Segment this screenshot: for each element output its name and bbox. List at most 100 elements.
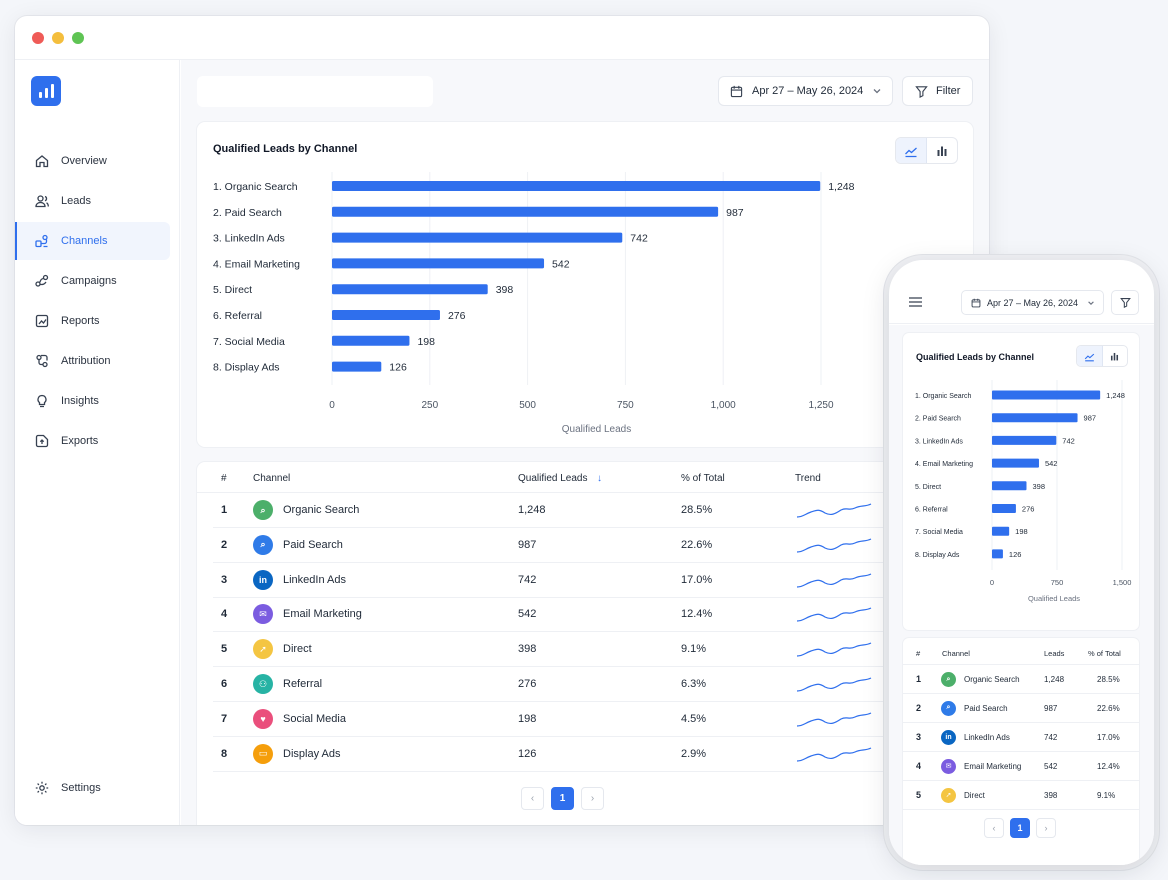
- bar-value-label: 198: [1015, 527, 1028, 536]
- pct-cell: 2.9%: [681, 747, 707, 760]
- page-1-button[interactable]: 1: [551, 787, 574, 810]
- chart-type-toggle: [895, 137, 958, 164]
- bar[interactable]: [332, 361, 382, 372]
- sidebar-item-insights[interactable]: Insights: [15, 382, 170, 420]
- bar[interactable]: [332, 181, 821, 191]
- line-chart-toggle[interactable]: [896, 138, 927, 163]
- bar[interactable]: [332, 335, 410, 346]
- bar[interactable]: [332, 310, 440, 320]
- main-content: Apr 27 – May 26, 2024 Filter Qualified L…: [181, 60, 989, 825]
- x-tick-label: 750: [617, 400, 634, 411]
- app-logo-icon[interactable]: [31, 76, 61, 106]
- channel-cell: Organic Search: [964, 675, 1020, 684]
- maximize-window-button[interactable]: [72, 32, 84, 44]
- linkedin-icon: in: [253, 569, 273, 590]
- mobile-date-range-picker[interactable]: Apr 27 – May 26, 2024: [961, 290, 1104, 315]
- rank-cell: 2: [916, 702, 922, 713]
- search-input[interactable]: [197, 76, 433, 107]
- bar[interactable]: [992, 435, 1057, 445]
- category-label: 1. Organic Search: [213, 181, 298, 193]
- minimize-window-button[interactable]: [52, 32, 64, 44]
- sidebar-item-channels[interactable]: Channels: [15, 222, 170, 260]
- sidebar-item-campaigns[interactable]: Campaigns: [15, 262, 170, 300]
- filter-label: Filter: [936, 85, 961, 97]
- table-row[interactable]: 8 ▭ Display Ads 126 2.9%: [213, 737, 973, 772]
- channels-table: # Channel Qualified Leads ↓ % of Total T…: [197, 462, 973, 825]
- col-leads[interactable]: Leads: [1044, 649, 1065, 658]
- leads-cell: 1,248: [518, 504, 546, 516]
- calendar-icon: [971, 298, 981, 307]
- hamburger-menu-icon[interactable]: [909, 297, 922, 307]
- sidebar-item-attribution[interactable]: Attribution: [15, 342, 170, 380]
- category-label: 4. Email Marketing: [213, 258, 300, 270]
- sidebar-item-leads[interactable]: Leads: [15, 182, 170, 220]
- category-label: 3. LinkedIn Ads: [915, 438, 963, 445]
- next-page-button[interactable]: ›: [1036, 818, 1056, 838]
- x-tick-label: 1,250: [808, 400, 833, 411]
- bar-value-label: 542: [1045, 459, 1058, 468]
- table-row[interactable]: 7 ♥ Social Media 198 4.5%: [213, 702, 973, 737]
- prev-page-button[interactable]: ‹: [984, 818, 1004, 838]
- sidebar-item-settings[interactable]: Settings: [15, 769, 170, 807]
- page-1-button[interactable]: 1: [1010, 818, 1030, 838]
- col-pct-total[interactable]: % of Total: [681, 473, 725, 484]
- sort-desc-icon[interactable]: ↓: [597, 473, 602, 484]
- table-row[interactable]: 2 ⌕ Paid Search 987 22.6%: [213, 528, 973, 563]
- bar[interactable]: [992, 390, 1101, 400]
- mobile-table-header: # Channel Leads % of Total: [903, 638, 1139, 665]
- table-row[interactable]: 3 in LinkedIn Ads 742 17.0%: [903, 723, 1139, 752]
- bar-chart-toggle[interactable]: [927, 138, 957, 163]
- bar[interactable]: [992, 504, 1016, 513]
- next-page-button[interactable]: ›: [581, 787, 604, 810]
- bar[interactable]: [992, 549, 1003, 559]
- table-row[interactable]: 1 ⌕ Organic Search 1,248 28.5%: [213, 493, 973, 528]
- bar-chart-toggle[interactable]: [1103, 346, 1128, 366]
- date-range-picker[interactable]: Apr 27 – May 26, 2024: [718, 76, 893, 106]
- bar[interactable]: [992, 481, 1027, 491]
- bar-value-label: 542: [552, 258, 570, 270]
- sidebar-item-exports[interactable]: Exports: [15, 422, 170, 460]
- x-tick-label: 1,000: [711, 400, 736, 411]
- table-row[interactable]: 6 ⚇ Referral 276 6.3%: [213, 667, 973, 702]
- table-row[interactable]: 3 in LinkedIn Ads 742 17.0%: [213, 563, 973, 598]
- sidebar-item-label: Overview: [61, 155, 107, 167]
- sidebar-item-reports[interactable]: Reports: [15, 302, 170, 340]
- trend-sparkline: [797, 607, 872, 622]
- bar[interactable]: [992, 458, 1039, 468]
- line-chart-toggle[interactable]: [1077, 346, 1103, 366]
- leads-cell: 126: [518, 747, 537, 760]
- category-label: 7. Social Media: [213, 336, 285, 348]
- col-channel[interactable]: Channel: [253, 473, 291, 484]
- channel-cell: Email Marketing: [964, 761, 1022, 771]
- table-row[interactable]: 2 ⌕ Paid Search 987 22.6%: [903, 694, 1139, 723]
- bar[interactable]: [992, 526, 1010, 536]
- cursor-icon: ➚: [253, 639, 273, 660]
- rank-cell: 3: [916, 731, 922, 742]
- table-row[interactable]: 4 ✉ Email Marketing 542 12.4%: [213, 597, 973, 633]
- filter-button[interactable]: Filter: [902, 76, 973, 106]
- mobile-body: Qualified Leads by Channel 0 750 1,500 1. O…: [889, 325, 1154, 865]
- leads-cell: 987: [1044, 703, 1058, 713]
- bar[interactable]: [992, 413, 1078, 423]
- pct-cell: 22.6%: [1097, 703, 1120, 713]
- bar[interactable]: [332, 206, 719, 217]
- bar[interactable]: [332, 232, 623, 243]
- bar[interactable]: [332, 284, 488, 295]
- sidebar-item-label: Exports: [61, 435, 99, 447]
- leads-cell: 742: [518, 573, 537, 586]
- col-qualified-leads[interactable]: Qualified Leads: [518, 473, 588, 484]
- table-row[interactable]: 5 ➚ Direct 398 9.1%: [903, 781, 1139, 810]
- sidebar-item-overview[interactable]: Overview: [15, 142, 170, 180]
- table-row[interactable]: 5 ➚ Direct 398 9.1%: [213, 632, 973, 668]
- col-channel[interactable]: Channel: [942, 649, 970, 658]
- table-row[interactable]: 1 ⌕ Organic Search 1,248 28.5%: [903, 665, 1139, 694]
- mobile-filter-button[interactable]: [1111, 290, 1139, 315]
- mobile-bar-chart: 0 750 1,500 1. Organic Search 1,248 2. Paid S…: [915, 380, 1131, 603]
- bar[interactable]: [332, 258, 545, 269]
- rank-cell: 2: [221, 538, 228, 551]
- table-row[interactable]: 4 ✉ Email Marketing 542 12.4%: [903, 752, 1139, 781]
- prev-page-button[interactable]: ‹: [521, 787, 544, 810]
- col-pct-total[interactable]: % of Total: [1088, 649, 1121, 658]
- close-window-button[interactable]: [32, 32, 44, 44]
- rank-cell: 4: [221, 608, 228, 621]
